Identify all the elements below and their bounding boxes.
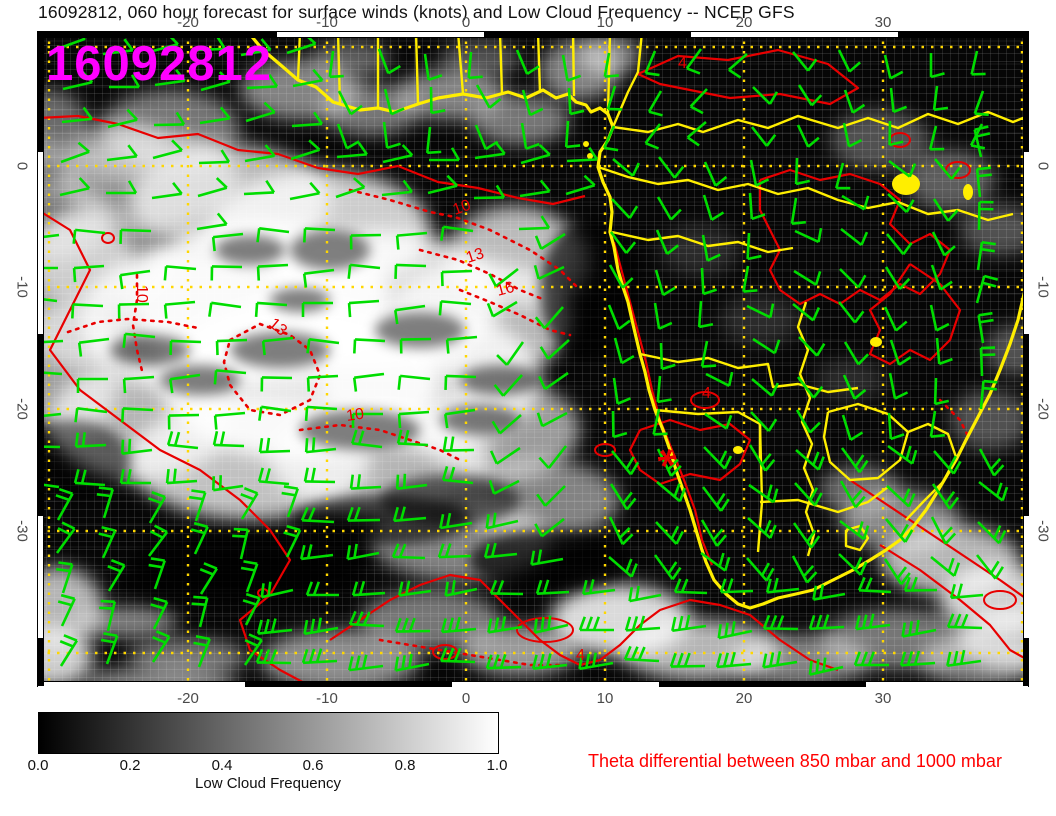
lat-tick-right: -10 [1034, 276, 1052, 298]
lon-tick-top: -10 [316, 14, 338, 31]
map-frame-left [38, 32, 44, 686]
colorbar-tick-label: 0.2 [119, 757, 141, 774]
contour-value-label: 16 [495, 279, 517, 300]
lon-tick-bottom: 10 [596, 690, 614, 707]
contour-value-label: 4 [678, 55, 687, 72]
colorbar-tick-label: 0.6 [302, 757, 324, 774]
lat-tick-left: 0 [13, 161, 31, 171]
lon-tick-bottom: -20 [177, 690, 199, 707]
cloud-frequency-colorbar [38, 712, 499, 754]
page-title: 16092812, 060 hour forecast for surface … [38, 2, 795, 22]
lon-tick-top: -20 [177, 14, 199, 31]
lat-tick-left: -20 [13, 398, 31, 420]
map-frame-right [1023, 32, 1029, 686]
lon-tick-bottom: 20 [735, 690, 753, 707]
theta-contour-layer [38, 48, 1028, 686]
lon-tick-top: 20 [735, 14, 753, 31]
contour-value-label: 4 [576, 647, 585, 664]
run-timestamp: 16092812 [46, 37, 273, 91]
colorbar-tick-label: 0.0 [27, 757, 49, 774]
colorbar-tick-label: 0.4 [211, 757, 233, 774]
lat-tick-left: -30 [13, 520, 31, 542]
lon-tick-top: 30 [874, 14, 892, 31]
lon-tick-bottom: 0 [461, 690, 471, 707]
colorbar-label: Low Cloud Frequency [195, 775, 341, 792]
lon-tick-top: 10 [596, 14, 614, 31]
map-frame-bottom [38, 681, 1028, 687]
lon-tick-bottom: 30 [874, 690, 892, 707]
graticule-layer [38, 32, 1028, 686]
colorbar-tick-label: 0.8 [394, 757, 416, 774]
forecast-map: 10 13 16 13 10 10 4 4 4 16092812 [37, 31, 1029, 687]
lat-tick-left: -10 [13, 276, 31, 298]
contour-value-label: 13 [464, 245, 486, 267]
theta-footnote: Theta differential between 850 mbar and … [588, 751, 1002, 771]
lon-tick-bottom: -10 [316, 690, 338, 707]
contour-value-label: 4 [702, 385, 711, 402]
contour-value-label: 10 [451, 197, 474, 219]
map-frame-top [38, 32, 1028, 38]
coastline-borders-layer [246, 32, 1028, 610]
lon-tick-top: 0 [461, 14, 471, 31]
lat-tick-right: -30 [1034, 520, 1052, 542]
colorbar-tick-label: 1.0 [486, 757, 508, 774]
lat-tick-right: 0 [1034, 161, 1052, 171]
contour-value-label: 10 [345, 406, 365, 425]
contour-value-label: 10 [133, 285, 150, 303]
cloud-frequency-layer [38, 35, 1028, 686]
lat-tick-right: -20 [1034, 398, 1052, 420]
wind-barbs-layer [38, 32, 1009, 676]
